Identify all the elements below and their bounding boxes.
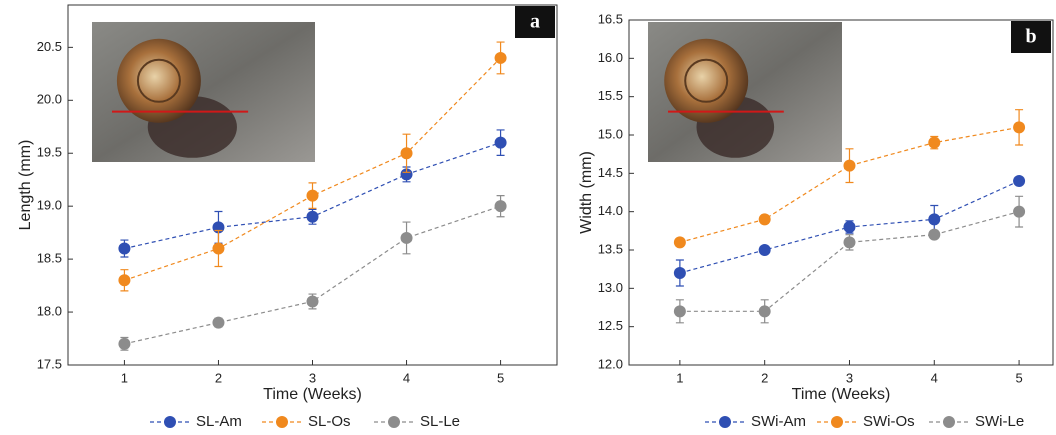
legend-marker [164,416,176,428]
x-axis-label: Time (Weeks) [792,386,891,403]
y-tick-label: 20.5 [37,39,62,54]
data-point [673,236,686,249]
x-tick-label: 4 [403,370,410,385]
data-point [1013,121,1026,134]
snail-shell-spiral [684,58,729,103]
y-tick-label: 17.5 [37,356,62,371]
legend-marker [388,416,400,428]
legend-marker [943,416,955,428]
data-point [758,244,771,256]
chart-panel: b 12.0 12.5 13.0 13.5 14.0 14.5 15.0 15.5 16.0 16.… [578,11,1054,430]
y-tick-label: 13.5 [598,241,623,256]
y-axis-label: Length (mm) [17,140,34,231]
legend-marker [719,416,731,428]
data-point [928,213,941,226]
panel-label-box [515,6,555,38]
x-tick-label: 2 [215,370,222,385]
y-tick-label: 12.0 [598,356,623,371]
data-point [118,337,131,350]
y-tick-label: 15.0 [598,126,623,141]
x-tick-label: 3 [309,370,316,385]
y-tick-label: 19.5 [37,145,62,160]
data-point [843,221,856,233]
data-point [212,316,225,329]
y-tick-label: 14.0 [598,203,623,218]
legend-label: SWi-Le [975,413,1024,430]
data-point [758,305,771,318]
y-tick-label: 19.0 [37,198,62,213]
panel-label-box [1011,21,1051,53]
data-point [843,159,856,172]
y-tick-label: 14.5 [598,165,623,180]
data-point [306,189,319,202]
x-tick-label: 5 [1015,370,1022,385]
x-tick-label: 5 [497,370,504,385]
data-point [400,231,413,244]
data-point [118,274,131,287]
legend-item: SL-Os [262,413,351,430]
legend-item: SWi-Le [929,413,1024,430]
data-point [758,213,771,226]
legend-item: SWi-Am [705,413,806,430]
data-point [306,210,319,223]
legend-label: SWi-Am [751,413,806,430]
data-point [1013,175,1026,187]
legend-item: SL-Am [150,413,242,430]
legend-item: SWi-Os [817,413,915,430]
panel-label: a [530,11,540,33]
y-axis-label: Width (mm) [578,151,595,234]
data-point [400,147,413,160]
panel-label: b [1025,26,1036,48]
legend-label: SWi-Os [863,413,915,430]
snail-shell [116,38,201,123]
chart-panel: a 17.5 18.0 18.5 19.0 19.5 20.0 20.5 1 2 3 4 5 Time (… [17,4,558,430]
legend-label: SL-Am [196,413,242,430]
data-point [494,200,507,213]
y-tick-label: 16.0 [598,50,623,65]
y-tick-label: 18.0 [37,303,62,318]
data-point [673,305,686,318]
y-tick-label: 13.0 [598,280,623,295]
data-point [400,168,413,181]
x-tick-label: 3 [846,370,853,385]
y-tick-label: 15.5 [598,88,623,103]
data-point [928,228,941,241]
legend-label: SL-Le [420,413,460,430]
x-tick-label: 1 [121,370,128,385]
y-tick-label: 20.0 [37,92,62,107]
data-point [494,136,507,149]
data-point [118,242,131,255]
x-tick-label: 4 [931,370,938,385]
series-line [679,126,1020,243]
legend-marker [276,416,288,428]
data-point [843,236,856,249]
snail-shell-spiral [136,58,181,103]
data-point [1013,205,1026,218]
x-tick-label: 1 [676,370,683,385]
data-point [494,51,507,64]
data-point [673,267,686,279]
y-tick-label: 16.5 [598,11,623,26]
x-axis-label: Time (Weeks) [263,386,362,403]
plot-frame [628,19,1054,366]
legend-label: SL-Os [308,413,351,430]
y-tick-label: 18.5 [37,251,62,266]
data-point [928,136,941,149]
y-tick-label: 12.5 [598,318,623,333]
data-point [306,295,319,308]
legend-item: SL-Le [374,413,460,430]
data-point [212,242,225,255]
series-line [679,211,1020,312]
x-tick-label: 2 [761,370,768,385]
series-line [124,57,502,281]
legend-marker [831,416,843,428]
series-line [124,205,501,345]
snail-shell [664,38,749,123]
